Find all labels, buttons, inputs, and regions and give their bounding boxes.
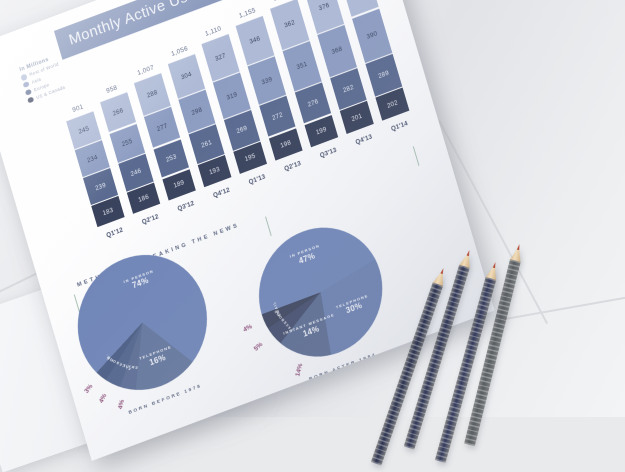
legend-swatch-icon xyxy=(27,96,34,104)
legend-swatch-icon xyxy=(20,73,28,81)
pie-callout-percent: 14% xyxy=(294,362,304,377)
pie-callout-percent: 5% xyxy=(253,341,265,353)
legend-swatch-icon xyxy=(24,88,32,97)
pie-callout-percent: 4% xyxy=(97,392,109,405)
pie-callout-percent: 4% xyxy=(117,399,126,410)
pie-chart xyxy=(61,235,223,410)
bar-segment: 390 xyxy=(351,8,393,63)
tick-mark xyxy=(412,146,420,166)
pie-callout-percent: 4% xyxy=(241,323,253,334)
tick-mark xyxy=(265,216,272,237)
desk-seam-line-3 xyxy=(505,293,625,320)
pie-callout-percent: 3% xyxy=(82,383,94,396)
legend-swatch-icon xyxy=(22,81,30,89)
